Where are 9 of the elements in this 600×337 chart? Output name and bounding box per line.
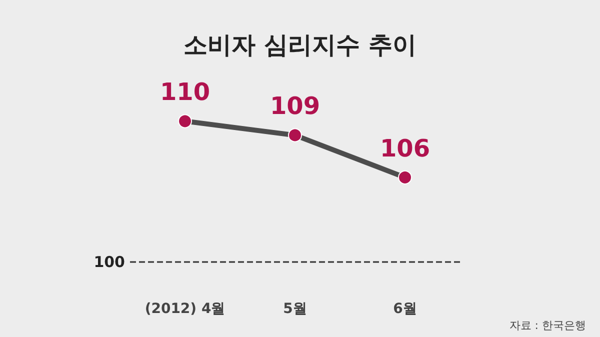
chart-title: 소비자 심리지수 추이	[184, 31, 416, 59]
data-label: 110	[160, 78, 210, 106]
x-tick-label: (2012) 4월	[144, 301, 226, 317]
x-tick-label: 6월	[393, 301, 417, 317]
data-label: 109	[270, 92, 320, 120]
ref-line-label: 100	[94, 252, 125, 271]
data-label: 106	[380, 134, 430, 162]
x-tick-label: 5월	[283, 301, 307, 317]
text: 자료 : 한국은행	[509, 319, 586, 332]
